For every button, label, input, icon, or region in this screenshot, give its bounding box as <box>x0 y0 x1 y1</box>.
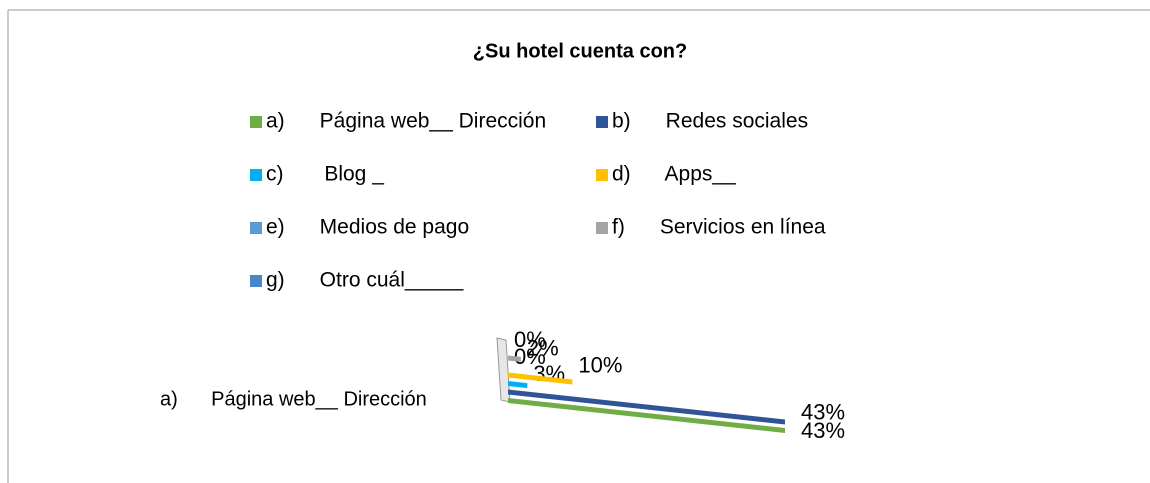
legend-swatch <box>596 222 608 234</box>
data-label: 0% <box>514 327 546 352</box>
legend-label: b) Redes sociales <box>612 110 808 133</box>
legend-label: e) Medios de pago <box>266 216 469 239</box>
legend-label: c) Blog _ <box>266 163 384 186</box>
legend-label: a) Página web__ Dirección <box>266 110 546 133</box>
chart-title: ¿Su hotel cuenta con? <box>473 40 687 62</box>
category-label: a) Página web__ Dirección <box>160 388 427 410</box>
data-label: 2% <box>527 335 559 360</box>
data-label: 43% <box>801 399 845 424</box>
bar <box>508 398 785 433</box>
legend-swatch <box>596 116 608 128</box>
bar <box>508 389 785 425</box>
data-label: 43% <box>801 418 845 443</box>
legend-label: f) Servicios en línea <box>612 216 826 239</box>
legend-swatch <box>250 116 262 128</box>
legend-swatch <box>250 222 262 234</box>
legend-swatch <box>596 169 608 181</box>
legend-swatch <box>250 275 262 287</box>
data-label: 10% <box>578 352 622 377</box>
legend-swatch <box>250 169 262 181</box>
legend-label: g) Otro cuál_____ <box>266 269 464 292</box>
bar <box>508 372 573 385</box>
data-label: 0% <box>514 344 546 369</box>
bar <box>508 355 521 362</box>
legend-label: d) Apps__ <box>612 163 736 186</box>
bar <box>508 381 528 389</box>
